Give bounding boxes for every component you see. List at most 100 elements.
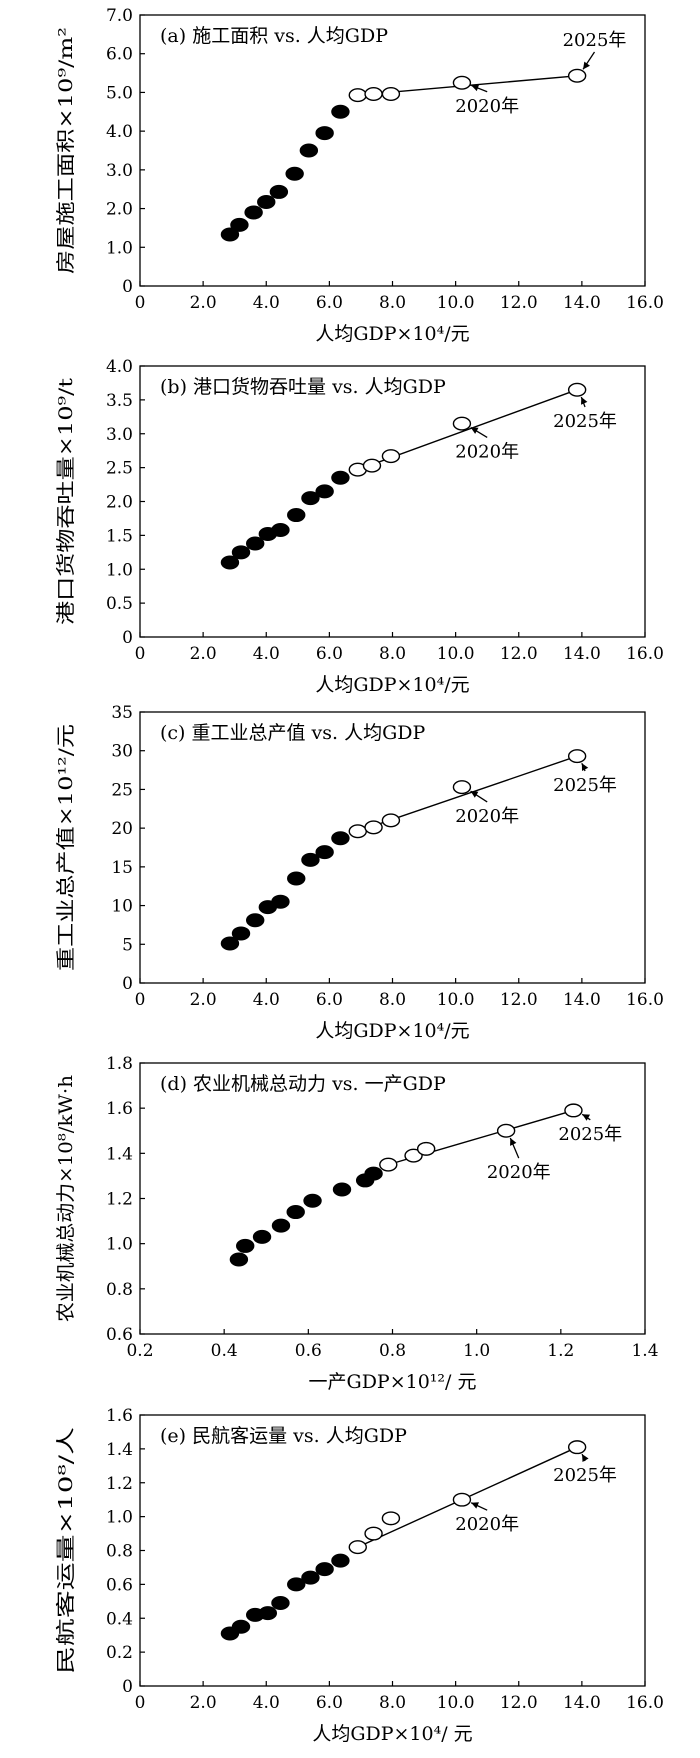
y-tick-label: 4.0 <box>106 122 133 142</box>
y-tick-label: 7.0 <box>106 6 133 26</box>
x-tick-label: 14.0 <box>563 293 601 313</box>
annotation-label: 2020年 <box>455 1514 519 1535</box>
chart-panel-3: 0.2 0.4 0.6 0.8 1.0 1.2 1.4 0.6 0.8 1.0 1.2 1.4 1.6 1… <box>55 1054 659 1393</box>
historical-point <box>271 522 290 537</box>
x-tick-label: 14.0 <box>563 644 601 664</box>
projected-point <box>364 1526 383 1541</box>
y-tick-label: 30 <box>111 742 133 762</box>
projected-point <box>379 1157 398 1172</box>
historical-point <box>315 1562 334 1577</box>
x-tick-label: 0.4 <box>211 1341 238 1361</box>
historical-point <box>299 143 319 158</box>
y-tick-label: 1.4 <box>106 1144 133 1164</box>
annotation-label: 2025年 <box>553 411 617 432</box>
y-tick-label: 1.6 <box>106 1406 133 1426</box>
historical-point <box>231 1619 251 1634</box>
y-tick-label: 1.0 <box>106 1508 133 1528</box>
annotation-arrowhead <box>471 1502 479 1509</box>
x-tick-label: 16.0 <box>626 644 664 664</box>
annotation-label: 2020年 <box>455 441 519 462</box>
x-tick-label: 10.0 <box>437 644 475 664</box>
y-axis-label: 重工业总产值×10¹²/元 <box>55 724 77 971</box>
historical-point <box>271 894 290 909</box>
x-tick-label: 8.0 <box>379 1693 406 1713</box>
projected-point <box>567 1440 587 1455</box>
annotation-arrowhead <box>510 1138 517 1146</box>
y-tick-label: 5 <box>122 935 133 955</box>
y-tick-label: 1.5 <box>106 526 133 546</box>
projected-point <box>567 68 587 83</box>
projected-point <box>452 416 472 431</box>
plot-frame <box>139 1062 646 1335</box>
chart-title: (a) 施工面积 vs. 人均GDP <box>160 25 388 47</box>
x-tick-label: 8.0 <box>379 644 406 664</box>
historical-point <box>287 1577 306 1592</box>
projected-point <box>348 824 367 839</box>
historical-point <box>331 1553 350 1568</box>
x-tick-label: 6.0 <box>316 990 343 1010</box>
y-tick-label: 15 <box>111 858 133 878</box>
y-tick-label: 0 <box>122 277 133 297</box>
historical-point <box>315 484 334 499</box>
chart-title: (e) 民航客运量 vs. 人均GDP <box>160 1425 407 1447</box>
projected-point <box>564 1103 583 1118</box>
annotation-arrowhead <box>582 1114 591 1121</box>
x-tick-label: 16.0 <box>626 1693 664 1713</box>
y-axis-label: 民航客运量×10⁸/人 <box>55 1427 77 1674</box>
y-tick-label: 1.0 <box>106 560 133 580</box>
y-tick-label: 0.8 <box>106 1280 133 1300</box>
historical-point <box>271 1218 291 1233</box>
x-axis-label: 人均GDP×10⁴/ 元 <box>312 1723 472 1745</box>
projected-point <box>381 449 401 464</box>
projected-point <box>452 780 472 795</box>
x-tick-label: 4.0 <box>253 293 280 313</box>
historical-point <box>269 184 289 199</box>
x-tick-label: 1.0 <box>463 1341 490 1361</box>
historical-point <box>258 1606 278 1621</box>
projected-point <box>567 749 587 764</box>
y-tick-label: 6.0 <box>106 45 133 65</box>
x-axis-label: 人均GDP×10⁴/元 <box>315 1020 469 1042</box>
x-tick-label: 0.2 <box>126 1341 153 1361</box>
chart-panel-4: 0 2.0 4.0 6.0 8.0 10.0 12.0 14.0 16.0 0 0.2 0.4 0.6 0… <box>55 1406 664 1745</box>
chart-panel-0: 0 2.0 4.0 6.0 8.0 10.0 12.0 14.0 16.0 0 1.0 2.0 3.0 4… <box>55 6 664 345</box>
x-tick-label: 16.0 <box>626 293 664 313</box>
y-tick-label: 0 <box>122 628 133 648</box>
historical-point <box>246 913 265 928</box>
annotation-label: 2025年 <box>553 775 617 796</box>
projected-point <box>452 1492 472 1507</box>
x-tick-label: 4.0 <box>253 1693 280 1713</box>
y-tick-label: 3.5 <box>106 391 133 411</box>
x-tick-label: 10.0 <box>437 990 475 1010</box>
historical-point <box>229 1252 249 1267</box>
x-tick-label: 0 <box>135 1693 146 1713</box>
y-tick-label: 5.0 <box>106 83 133 103</box>
annotation-arrowhead <box>581 763 589 772</box>
plot-frame <box>139 365 646 638</box>
x-tick-label: 0.6 <box>295 1341 322 1361</box>
y-tick-label: 3.0 <box>106 425 133 445</box>
x-tick-label: 12.0 <box>500 1693 538 1713</box>
y-tick-label: 2.0 <box>106 493 133 513</box>
chart-panel-1: 0 2.0 4.0 6.0 8.0 10.0 12.0 14.0 16.0 0 0.5 1.0 1.5 2… <box>55 357 664 696</box>
x-tick-label: 12.0 <box>500 990 538 1010</box>
y-tick-label: 0.2 <box>106 1643 133 1663</box>
x-axis-label: 人均GDP×10⁴/元 <box>315 674 469 696</box>
y-tick-label: 1.0 <box>106 238 133 258</box>
x-tick-label: 4.0 <box>253 644 280 664</box>
historical-point <box>287 508 306 523</box>
y-tick-label: 0 <box>122 1677 133 1697</box>
y-tick-label: 0.6 <box>106 1575 133 1595</box>
annotation-arrowhead <box>470 791 479 798</box>
chart-title: (d) 农业机械总动力 vs. 一产GDP <box>160 1073 446 1095</box>
x-tick-label: 8.0 <box>379 990 406 1010</box>
projected-point <box>348 88 367 103</box>
y-tick-label: 2.0 <box>106 200 133 220</box>
historical-point <box>231 545 251 560</box>
y-tick-label: 35 <box>111 703 133 723</box>
historical-point <box>315 126 334 141</box>
y-tick-label: 3.0 <box>106 161 133 181</box>
x-tick-label: 2.0 <box>190 293 217 313</box>
annotation-label: 2020年 <box>455 806 519 827</box>
historical-point <box>287 871 306 886</box>
